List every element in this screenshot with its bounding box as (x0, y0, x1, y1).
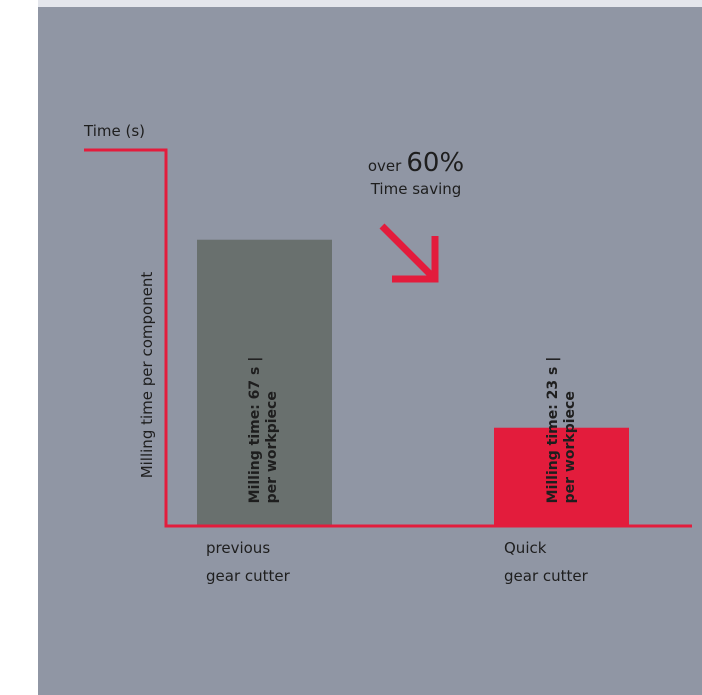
bar-data-label-line: Milling time: 67 s | (247, 356, 263, 504)
bar-previous-gear-cutter (197, 239, 332, 526)
category-label-line: gear cutter (206, 567, 290, 585)
bar-data-label-quick: Milling time: 23 s | per workpiece (545, 357, 579, 504)
category-label-line: previous (206, 539, 271, 557)
top-strip (38, 0, 702, 7)
bar-quick-gear-cutter (494, 427, 629, 526)
y-axis-label: Milling time per component (138, 271, 156, 479)
chart-axes (84, 148, 692, 528)
annotation-percentage: 60% (406, 148, 465, 178)
bar-data-label-previous: Milling time: 67 s | per workpiece (247, 357, 281, 504)
category-label-line: gear cutter (504, 567, 588, 585)
annotation-text: Time saving (370, 180, 462, 198)
bar-data-label-line: per workpiece (562, 391, 578, 504)
time-saving-annotation: over 60% Time saving (368, 148, 464, 198)
chart-panel (38, 0, 702, 695)
category-label-quick: Quick gear cutter (504, 534, 588, 590)
bar-data-label-line: Milling time: 23 s | (545, 356, 561, 504)
annotation-prefix: over (367, 157, 402, 175)
bar-data-label-line: per workpiece (264, 391, 280, 504)
arrow-down-right-icon (379, 223, 439, 283)
y-axis-title: Time (s) (84, 122, 145, 140)
category-label-line: Quick (504, 539, 547, 557)
category-label-previous: previous gear cutter (206, 534, 290, 590)
